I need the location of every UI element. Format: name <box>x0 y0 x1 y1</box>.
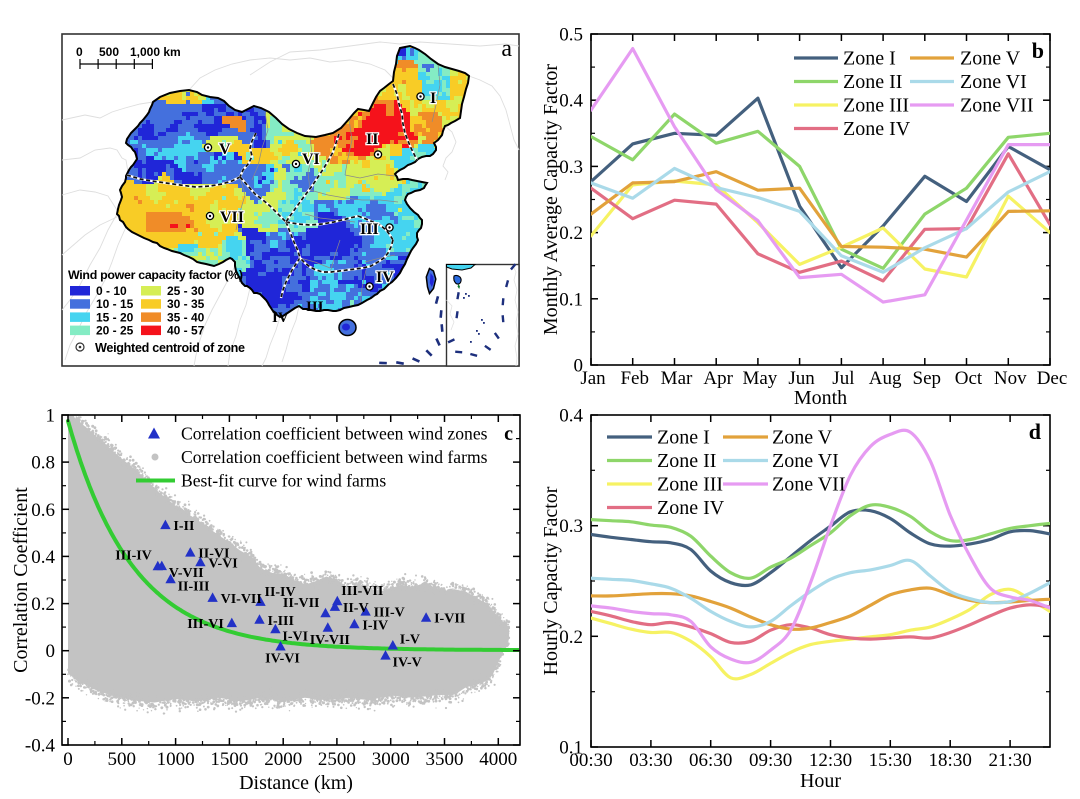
svg-text:d: d <box>1029 419 1041 444</box>
svg-text:0.1: 0.1 <box>559 738 583 759</box>
svg-text:0.8: 0.8 <box>31 453 55 474</box>
svg-text:V-VII: V-VII <box>169 566 204 581</box>
svg-text:0.4: 0.4 <box>559 406 583 427</box>
svg-text:0.4: 0.4 <box>559 91 583 112</box>
svg-text:-0.2: -0.2 <box>25 688 55 709</box>
svg-text:Zone V: Zone V <box>772 427 833 449</box>
svg-text:06:30: 06:30 <box>689 750 732 771</box>
svg-text:Zone II: Zone II <box>657 450 716 472</box>
svg-text:0.5: 0.5 <box>559 25 583 46</box>
svg-text:VI-VII: VI-VII <box>221 592 262 607</box>
svg-text:1000: 1000 <box>157 749 195 770</box>
svg-text:Correlation coefficient betwee: Correlation coefficient between wind zon… <box>181 424 488 444</box>
svg-text:500: 500 <box>108 749 137 770</box>
svg-text:Zone I: Zone I <box>843 48 896 70</box>
svg-text:3000: 3000 <box>372 749 410 770</box>
svg-text:I-V: I-V <box>400 633 420 648</box>
svg-text:2000: 2000 <box>264 749 302 770</box>
svg-text:Zone VI: Zone VI <box>772 450 839 472</box>
svg-text:0: 0 <box>46 641 56 662</box>
svg-text:Zone IV: Zone IV <box>843 118 911 140</box>
svg-text:Correlation coefficient betwee: Correlation coefficient between wind far… <box>181 447 488 467</box>
svg-text:Zone III: Zone III <box>843 95 909 117</box>
svg-text:0.1: 0.1 <box>559 289 583 310</box>
svg-text:I-II: I-II <box>173 519 194 534</box>
svg-text:Aug: Aug <box>869 368 902 389</box>
svg-text:Oct: Oct <box>955 368 983 389</box>
svg-text:Zone II: Zone II <box>843 71 902 93</box>
svg-text:II-VI: II-VI <box>198 547 229 562</box>
svg-text:Jul: Jul <box>832 368 854 389</box>
svg-text:I-VII: I-VII <box>434 612 465 627</box>
svg-text:4000: 4000 <box>479 749 517 770</box>
svg-text:0.4: 0.4 <box>31 547 55 568</box>
svg-text:21:30: 21:30 <box>988 750 1031 771</box>
svg-text:0.6: 0.6 <box>31 500 55 521</box>
svg-text:0.3: 0.3 <box>559 157 583 178</box>
svg-text:Zone VII: Zone VII <box>960 95 1034 117</box>
svg-text:12:30: 12:30 <box>809 750 852 771</box>
svg-text:1500: 1500 <box>210 749 248 770</box>
svg-text:Month: Month <box>794 387 847 409</box>
svg-text:0.2: 0.2 <box>31 594 55 615</box>
svg-text:Jan: Jan <box>580 368 606 389</box>
svg-text:III-V: III-V <box>374 606 405 621</box>
svg-text:IV-V: IV-V <box>393 656 422 671</box>
svg-text:Sep: Sep <box>913 368 942 389</box>
svg-text:III-VII: III-VII <box>341 584 383 599</box>
svg-text:Distance (km): Distance (km) <box>239 772 353 794</box>
svg-text:-0.4: -0.4 <box>25 736 56 757</box>
svg-text:IV-VII: IV-VII <box>310 633 350 648</box>
svg-text:Apr: Apr <box>703 368 733 389</box>
svg-text:c: c <box>504 423 513 445</box>
svg-text:IV-VI: IV-VI <box>265 652 300 667</box>
svg-text:Zone V: Zone V <box>960 48 1021 70</box>
svg-text:II-IV: II-IV <box>265 585 296 600</box>
svg-text:3500: 3500 <box>426 749 464 770</box>
svg-text:Best-fit curve for wind farms: Best-fit curve for wind farms <box>181 471 386 491</box>
svg-text:Mar: Mar <box>661 368 693 389</box>
svg-text:Zone I: Zone I <box>657 427 710 449</box>
svg-text:0.2: 0.2 <box>559 223 583 244</box>
svg-text:Monthly Average Capacity Facto: Monthly Average Capacity Factor <box>540 64 562 336</box>
svg-text:Zone III: Zone III <box>657 474 723 496</box>
svg-text:III-IV: III-IV <box>115 548 152 563</box>
svg-text:2500: 2500 <box>318 749 356 770</box>
svg-text:I-VI: I-VI <box>282 629 308 644</box>
svg-text:Dec: Dec <box>1037 368 1068 389</box>
svg-text:0: 0 <box>63 749 73 770</box>
svg-text:V-VI: V-VI <box>208 556 237 571</box>
svg-text:Zone IV: Zone IV <box>657 497 725 519</box>
svg-text:II-VII: II-VII <box>283 596 320 611</box>
svg-text:b: b <box>1032 38 1044 63</box>
svg-text:1: 1 <box>46 406 56 427</box>
svg-text:0.3: 0.3 <box>559 516 583 537</box>
svg-text:00:30: 00:30 <box>569 750 612 771</box>
svg-text:Feb: Feb <box>620 368 649 389</box>
svg-text:May: May <box>742 368 777 389</box>
svg-text:Hourly Capacity Factor: Hourly Capacity Factor <box>540 486 562 675</box>
svg-text:III-VI: III-VI <box>187 617 224 632</box>
svg-text:Zone VII: Zone VII <box>772 474 846 496</box>
svg-text:Zone VI: Zone VI <box>960 71 1027 93</box>
svg-text:Hour: Hour <box>800 770 841 792</box>
svg-text:Nov: Nov <box>994 368 1027 389</box>
svg-text:I-IV: I-IV <box>362 618 388 633</box>
svg-text:Correlation Coefficient: Correlation Coefficient <box>10 487 32 673</box>
svg-text:II-V: II-V <box>343 601 369 616</box>
svg-text:0: 0 <box>574 356 584 377</box>
svg-text:15:30: 15:30 <box>869 750 912 771</box>
svg-text:0.2: 0.2 <box>559 627 583 648</box>
svg-text:II-III: II-III <box>178 579 210 594</box>
svg-text:18:30: 18:30 <box>929 750 972 771</box>
svg-text:Jun: Jun <box>788 368 815 389</box>
svg-text:09:30: 09:30 <box>749 750 792 771</box>
svg-text:I-III: I-III <box>268 614 294 629</box>
svg-text:03:30: 03:30 <box>629 750 672 771</box>
